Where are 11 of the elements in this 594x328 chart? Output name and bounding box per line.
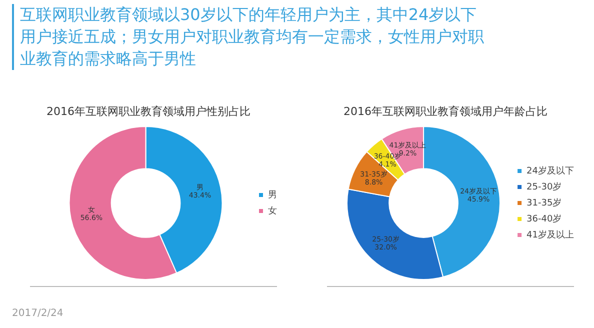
legend-label: 25-30岁 (526, 181, 562, 192)
text: 互联网职业教育领域以30岁以下的年轻用户为主，其中24岁以下用户接近五成；男女用户对职业教育均有一定需求，女性用户对职业教育的需求略高于男性 (12, 4, 490, 70)
legend-label: 36-40岁 (526, 213, 562, 224)
legend-label: 31-35岁 (526, 197, 562, 208)
legend-label: 24岁及以下 (526, 165, 574, 176)
legend-label: 41岁及以上 (526, 229, 574, 240)
chart-title: 2016年互联网职业教育领域用户年龄占比 (342, 104, 548, 119)
chart-title: 2016年互联网职业教育领域用户性别占比 (46, 104, 252, 119)
legend-label: 女 (268, 205, 277, 216)
legend-label: 男 (268, 189, 277, 200)
text: 2017/2/24 (12, 308, 64, 319)
